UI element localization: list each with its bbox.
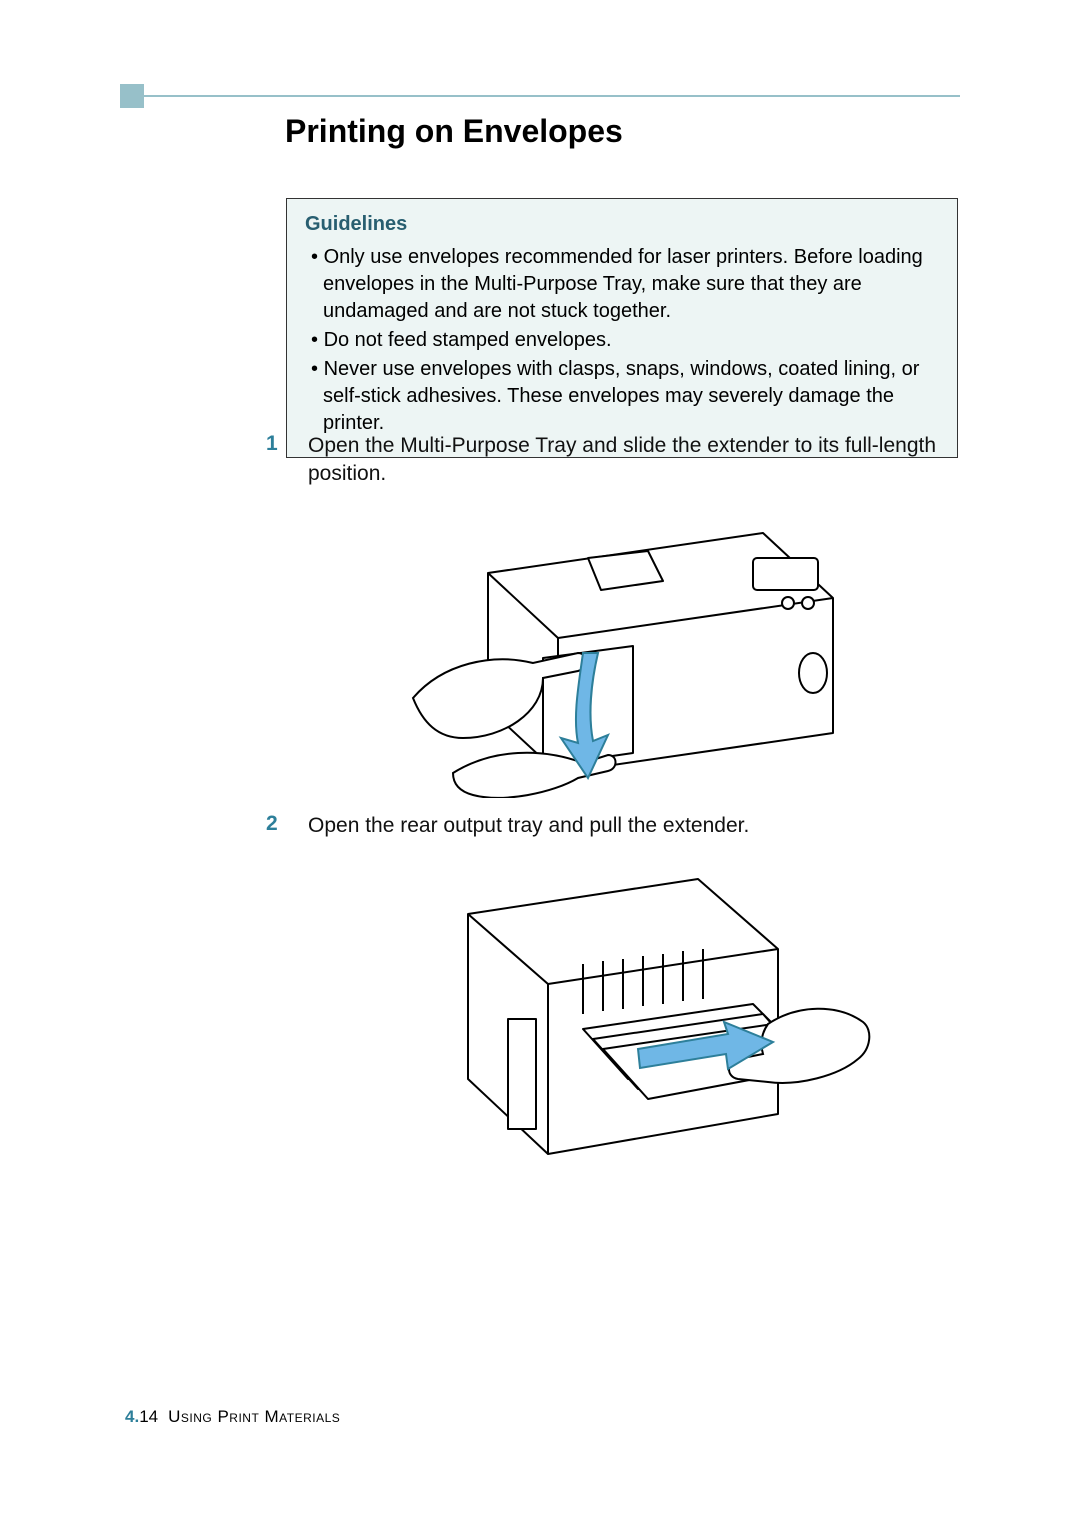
guidelines-title: Guidelines — [305, 213, 939, 236]
guidelines-item: Never use envelopes with clasps, snaps, … — [305, 356, 939, 437]
guidelines-list: Only use envelopes recommended for laser… — [305, 244, 939, 437]
guidelines-box: Guidelines Only use envelopes recommende… — [286, 198, 958, 458]
header-rule — [120, 95, 960, 97]
page-heading: Printing on Envelopes — [285, 113, 623, 150]
footer-chapter-page: 4.14 — [125, 1407, 158, 1427]
footer-section-title: Using Print Materials — [168, 1407, 340, 1427]
guidelines-item: Do not feed stamped envelopes. — [305, 327, 939, 354]
step-number: 1 — [266, 432, 278, 456]
step-1: 1 Open the Multi-Purpose Tray and slide … — [290, 432, 955, 798]
step-text: Open the rear output tray and pull the e… — [290, 812, 955, 840]
guidelines-item: Only use envelopes recommended for laser… — [305, 244, 939, 325]
step-text: Open the Multi-Purpose Tray and slide th… — [290, 432, 955, 489]
step-2-figure: Hand pulling the rear output tray extend… — [368, 854, 878, 1194]
step-2: 2 Open the rear output tray and pull the… — [290, 812, 955, 1194]
step-1-figure: Hands opening the multi-purpose tray on … — [383, 503, 863, 798]
step-number: 2 — [266, 812, 278, 836]
footer-page: 14 — [139, 1407, 158, 1426]
footer-chapter: 4. — [125, 1407, 139, 1426]
page-footer: 4.14 Using Print Materials — [125, 1407, 340, 1427]
